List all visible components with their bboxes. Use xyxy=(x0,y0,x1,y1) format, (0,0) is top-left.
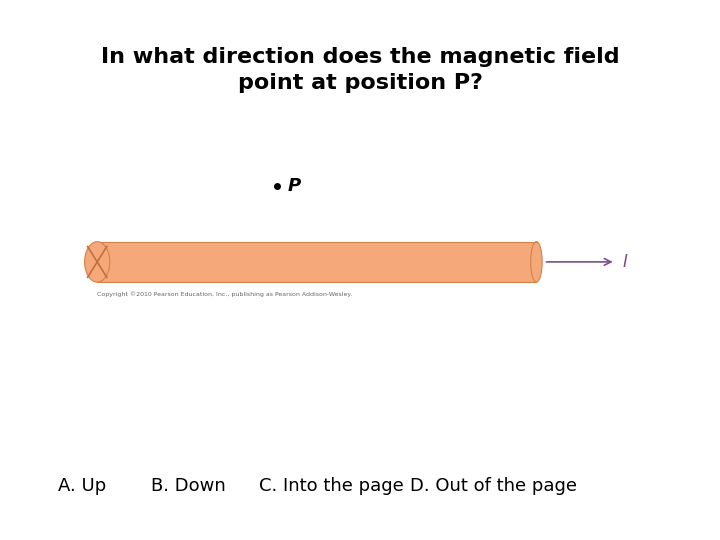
Text: In what direction does the magnetic field
point at position P?: In what direction does the magnetic fiel… xyxy=(101,47,619,93)
Text: Copyright ©2010 Pearson Education, Inc., publishing as Pearson Addison-Wesley.: Copyright ©2010 Pearson Education, Inc.,… xyxy=(97,292,353,297)
Text: C. Into the page: C. Into the page xyxy=(259,477,404,495)
Ellipse shape xyxy=(85,241,110,282)
Text: A. Up: A. Up xyxy=(58,477,106,495)
Text: I: I xyxy=(623,253,628,271)
Ellipse shape xyxy=(531,241,542,282)
Text: B. Down: B. Down xyxy=(151,477,226,495)
Text: P: P xyxy=(288,177,301,195)
Text: D. Out of the page: D. Out of the page xyxy=(410,477,577,495)
Bar xyxy=(97,241,536,282)
